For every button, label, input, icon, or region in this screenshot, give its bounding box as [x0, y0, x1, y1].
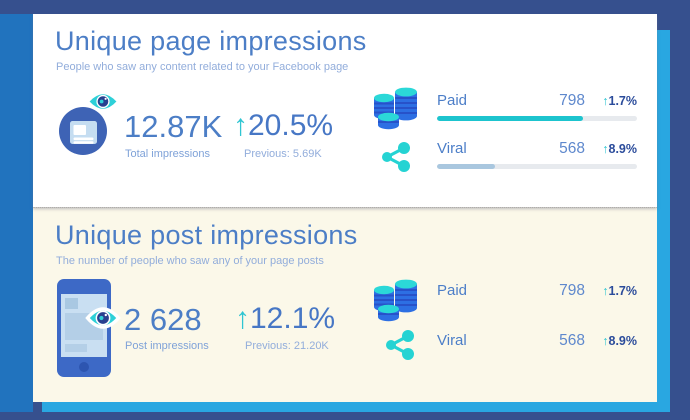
viral-value: 568	[559, 140, 585, 157]
total-impressions-value: 12.87K	[124, 109, 223, 144]
section-post-impressions: Unique post impressions The number of pe…	[33, 207, 657, 402]
post-impressions-value: 2 628	[124, 302, 202, 337]
viral-progress-track	[437, 164, 637, 169]
paid-progress-track	[437, 116, 637, 121]
viral-change: ↑8.9%	[602, 142, 637, 156]
up-arrow-icon: ↑	[602, 94, 609, 108]
post-change-pct: ↑12.1%	[235, 302, 335, 336]
viral-label: Viral	[437, 332, 467, 349]
viral-value: 568	[559, 332, 585, 349]
up-arrow-icon: ↑	[602, 334, 609, 348]
eye-icon	[87, 91, 119, 112]
section-page-impressions: Unique page impressions People who saw a…	[33, 14, 657, 207]
viral-progress-fill	[437, 164, 495, 169]
viral-row: Viral 568 ↑8.9%	[437, 140, 637, 169]
paid-row: Paid 798 ↑1.7%	[437, 282, 637, 300]
paid-progress-fill	[437, 116, 583, 121]
paid-change: ↑1.7%	[602, 284, 637, 298]
share-icon	[379, 140, 412, 173]
page-circle-icon	[58, 106, 108, 156]
total-impressions-label: Total impressions	[125, 148, 210, 160]
post-previous-value: Previous: 21.20K	[245, 340, 329, 352]
paid-row: Paid 798 ↑1.7%	[437, 92, 637, 121]
post-breakdown-rows: Paid 798 ↑1.7% Viral 568 ↑8.9%	[437, 208, 637, 402]
paid-value: 798	[559, 92, 585, 109]
paid-label: Paid	[437, 92, 468, 109]
up-arrow-icon: ↑	[602, 284, 609, 298]
post-impressions-label: Post impressions	[125, 340, 209, 352]
up-arrow-icon: ↑	[602, 142, 609, 156]
share-icon	[383, 328, 416, 361]
viral-change: ↑8.9%	[602, 334, 637, 348]
up-arrow-icon: ↑	[233, 109, 248, 142]
post-impressions-subtitle: The number of people who saw any of your…	[56, 255, 324, 267]
viral-row: Viral 568 ↑8.9%	[437, 332, 637, 350]
post-change-value: 12.1%	[250, 302, 336, 335]
coins-icon	[369, 278, 423, 324]
page-breakdown-rows: Paid 798 ↑1.7% Viral 568 ↑8.9%	[437, 14, 637, 207]
eye-icon	[85, 306, 121, 330]
viral-label: Viral	[437, 140, 467, 157]
coins-icon	[369, 86, 423, 132]
page-previous-value: Previous: 5.69K	[244, 148, 322, 160]
post-impressions-title: Unique post impressions	[55, 220, 358, 250]
page-impressions-subtitle: People who saw any content related to yo…	[56, 61, 349, 73]
paid-value: 798	[559, 282, 585, 299]
up-arrow-icon: ↑	[235, 302, 250, 335]
paid-change: ↑1.7%	[602, 94, 637, 108]
paid-label: Paid	[437, 282, 468, 299]
page-change-pct: ↑20.5%	[233, 109, 333, 143]
page-impressions-title: Unique page impressions	[55, 26, 367, 56]
page-change-value: 20.5%	[248, 109, 334, 142]
left-accent-band	[0, 14, 33, 412]
